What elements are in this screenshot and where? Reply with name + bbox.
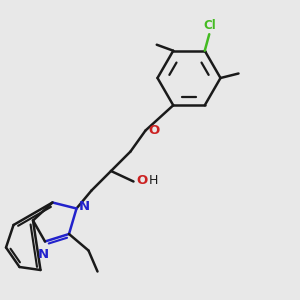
Text: N: N (79, 200, 90, 213)
Text: H: H (149, 174, 158, 188)
Text: O: O (148, 124, 159, 137)
Text: O: O (136, 174, 147, 188)
Text: N: N (38, 248, 49, 261)
Text: Cl: Cl (203, 19, 216, 32)
